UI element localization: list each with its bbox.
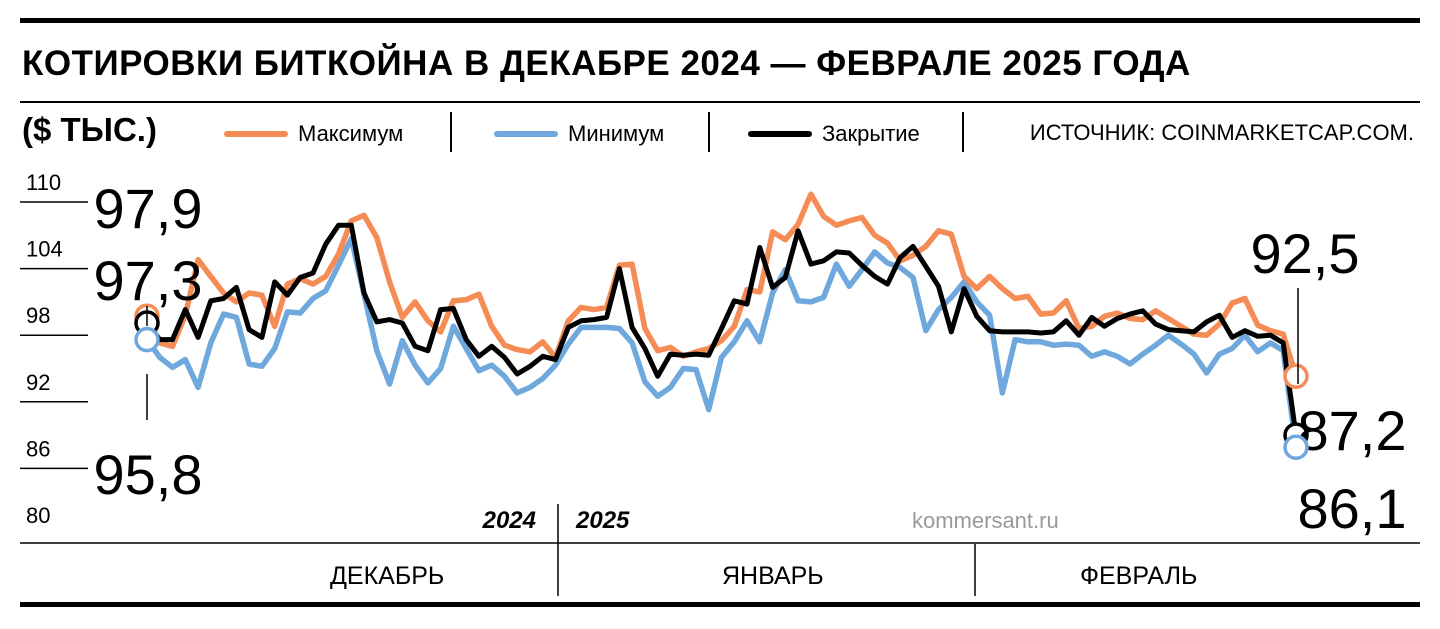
endpoint-marker xyxy=(134,326,160,353)
chart-title: КОТИРОВКИ БИТКОЙНА В ДЕКАБРЕ 2024 — ФЕВР… xyxy=(22,44,1191,83)
series-line-min xyxy=(144,235,1299,451)
legend-label-min: Минимум xyxy=(568,121,665,146)
series-group xyxy=(144,191,1299,451)
value-annotation: 97,9 xyxy=(94,177,203,240)
y-tick-label: 98 xyxy=(26,303,50,328)
y-tick-label: 92 xyxy=(26,370,50,395)
watermark-text: kommersant.ru xyxy=(912,508,1059,533)
legend-item-min: Минимум xyxy=(494,118,664,150)
endpoint-marker xyxy=(1283,434,1309,461)
series-line-max xyxy=(144,191,1299,380)
legend-label-close: Закрытие xyxy=(822,121,920,146)
top-rule xyxy=(20,18,1420,23)
value-annotation: 86,1 xyxy=(1298,477,1407,540)
legend-separator xyxy=(962,112,964,152)
legend-item-close: Закрытие xyxy=(748,118,920,150)
y-tick-label: 80 xyxy=(26,503,50,528)
series-line-close xyxy=(144,222,1299,438)
source-label: ИСТОЧНИК: COINMARKETCAP.COM. xyxy=(1029,120,1414,145)
unit-label: ($ ТЫС.) xyxy=(22,111,157,148)
legend-swatch-min xyxy=(494,131,558,137)
legend-separator xyxy=(450,112,452,152)
annotation-group: 97,9 97,3 95,8 92,5 87,2 86,1 xyxy=(94,177,1407,540)
bottom-rule xyxy=(20,602,1420,607)
y-tick-label: 110 xyxy=(26,170,61,195)
value-annotation: 87,2 xyxy=(1298,399,1407,462)
legend-swatch-max xyxy=(224,131,288,137)
legend-separator xyxy=(708,112,710,152)
legend-swatch-close xyxy=(748,131,812,137)
year-label-2025: 2025 xyxy=(575,507,630,534)
title-rule xyxy=(20,101,1420,103)
y-tick-label: 104 xyxy=(26,237,63,262)
value-annotation: 97,3 xyxy=(94,249,203,312)
endpoint-marker xyxy=(1283,363,1309,389)
legend-label-max: Максимум xyxy=(298,121,404,146)
value-annotation: 95,8 xyxy=(94,443,203,506)
y-tick-label: 86 xyxy=(26,436,50,461)
value-annotation: 92,5 xyxy=(1251,222,1360,285)
month-label-december: ДЕКАБРЬ xyxy=(330,562,445,590)
year-label-2024: 2024 xyxy=(482,507,536,534)
month-label-february: ФЕВРАЛЬ xyxy=(1080,562,1198,590)
month-label-january: ЯНВАРЬ xyxy=(722,562,824,590)
legend-item-max: Максимум xyxy=(224,118,403,150)
y-axis: 110 104 98 92 86 80 xyxy=(20,170,88,528)
